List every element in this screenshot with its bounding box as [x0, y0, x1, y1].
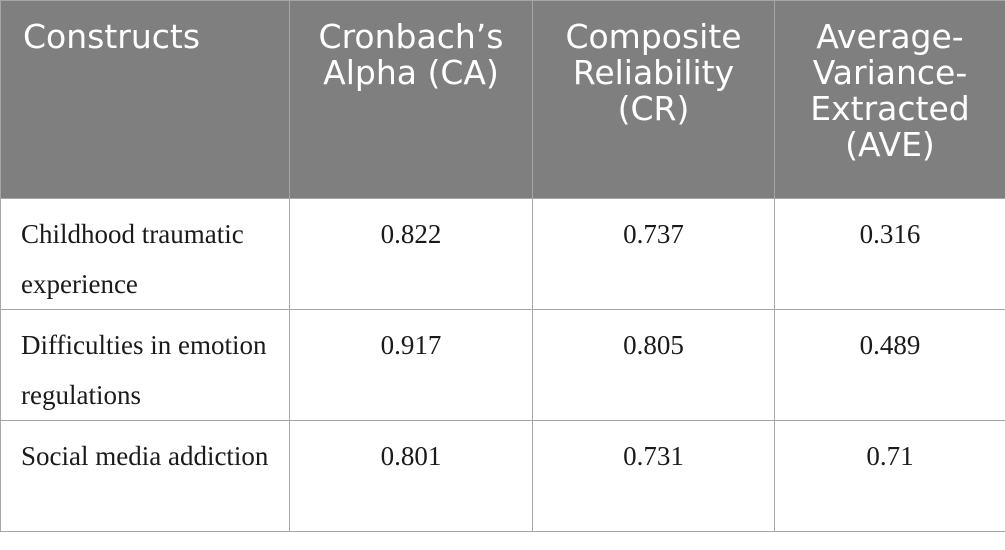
- header-composite-reliability: Composite Reliability (CR): [532, 0, 775, 199]
- construct-cell: Difficulties in emotion regulations: [0, 309, 290, 421]
- header-row: Constructs Cronbach’s Alpha (CA) Composi…: [0, 0, 1005, 199]
- table-row: Difficulties in emotion regulations 0.91…: [0, 309, 1005, 421]
- ca-cell: 0.822: [289, 198, 533, 310]
- ca-cell: 0.801: [289, 420, 533, 532]
- reliability-validity-table: Constructs Cronbach’s Alpha (CA) Composi…: [0, 0, 1005, 532]
- ca-cell: 0.917: [289, 309, 533, 421]
- table-body: Childhood traumatic experience 0.822 0.7…: [0, 198, 1005, 532]
- cr-cell: 0.731: [532, 420, 775, 532]
- ave-cell: 0.489: [774, 309, 1005, 421]
- cr-cell: 0.805: [532, 309, 775, 421]
- cr-cell: 0.737: [532, 198, 775, 310]
- ave-cell: 0.316: [774, 198, 1005, 310]
- construct-cell: Childhood traumatic experience: [0, 198, 290, 310]
- construct-cell: Social media addiction: [0, 420, 290, 532]
- table-header: Constructs Cronbach’s Alpha (CA) Composi…: [0, 0, 1005, 199]
- ave-cell: 0.71: [774, 420, 1005, 532]
- header-cronbach-alpha: Cronbach’s Alpha (CA): [289, 0, 533, 199]
- header-constructs: Constructs: [0, 0, 290, 199]
- table-row: Social media addiction 0.801 0.731 0.71: [0, 420, 1005, 532]
- table-row: Childhood traumatic experience 0.822 0.7…: [0, 198, 1005, 310]
- header-average-variance-extracted: Average-Variance-Extracted (AVE): [774, 0, 1005, 199]
